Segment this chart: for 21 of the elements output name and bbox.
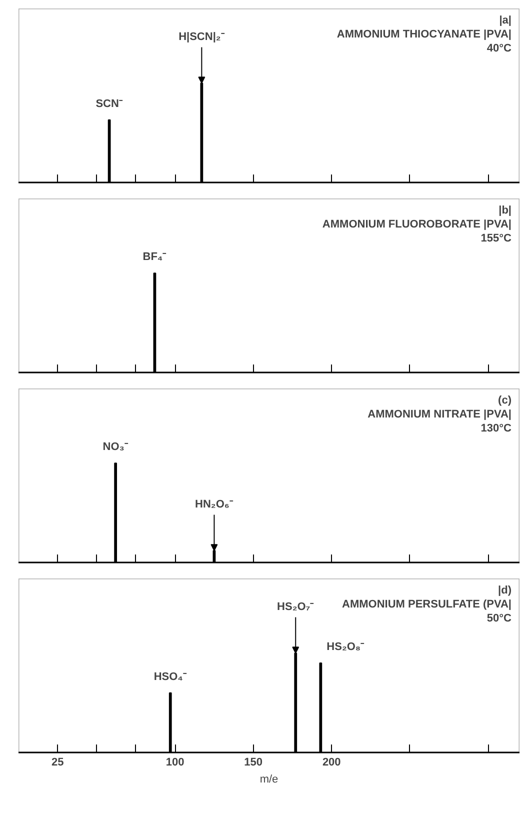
annotation: NO₃⁻ [102, 441, 128, 454]
chart-subtitle: AMMONIUM FLUOROBORATE |PVA| 155°C [322, 218, 512, 244]
annotation: HS₂O₈⁻ [326, 641, 365, 654]
annotation: HSO₄⁻ [154, 670, 187, 683]
chart-title: |d) [498, 584, 512, 596]
chart-subtitle: AMMONIUM PERSULFATE (PVA| 50°C [342, 598, 512, 624]
chart-title: (c) [498, 394, 512, 406]
annotation: HS₂O₇⁻ [277, 601, 314, 614]
chart-title: |b| [498, 204, 512, 216]
x-tick-label: 25 [52, 756, 64, 768]
x-tick-label: 150 [244, 756, 263, 768]
chart-subtitle: AMMONIUM THIOCYANATE |PVA| 40°C [336, 28, 512, 54]
annotation: H|SCN|₂⁻ [178, 31, 225, 44]
annotation: HN₂O₆⁻ [195, 498, 234, 511]
x-tick-label: 100 [166, 756, 184, 768]
chart-subtitle: AMMONIUM NITRATE |PVA| 130°C [368, 408, 512, 434]
x-tick-label: 200 [322, 756, 341, 768]
annotation: SCN⁻ [96, 98, 123, 110]
chart-title: |a| [499, 14, 512, 26]
x-axis-title: m/e [260, 774, 278, 786]
annotation: BF₄⁻ [142, 251, 167, 264]
